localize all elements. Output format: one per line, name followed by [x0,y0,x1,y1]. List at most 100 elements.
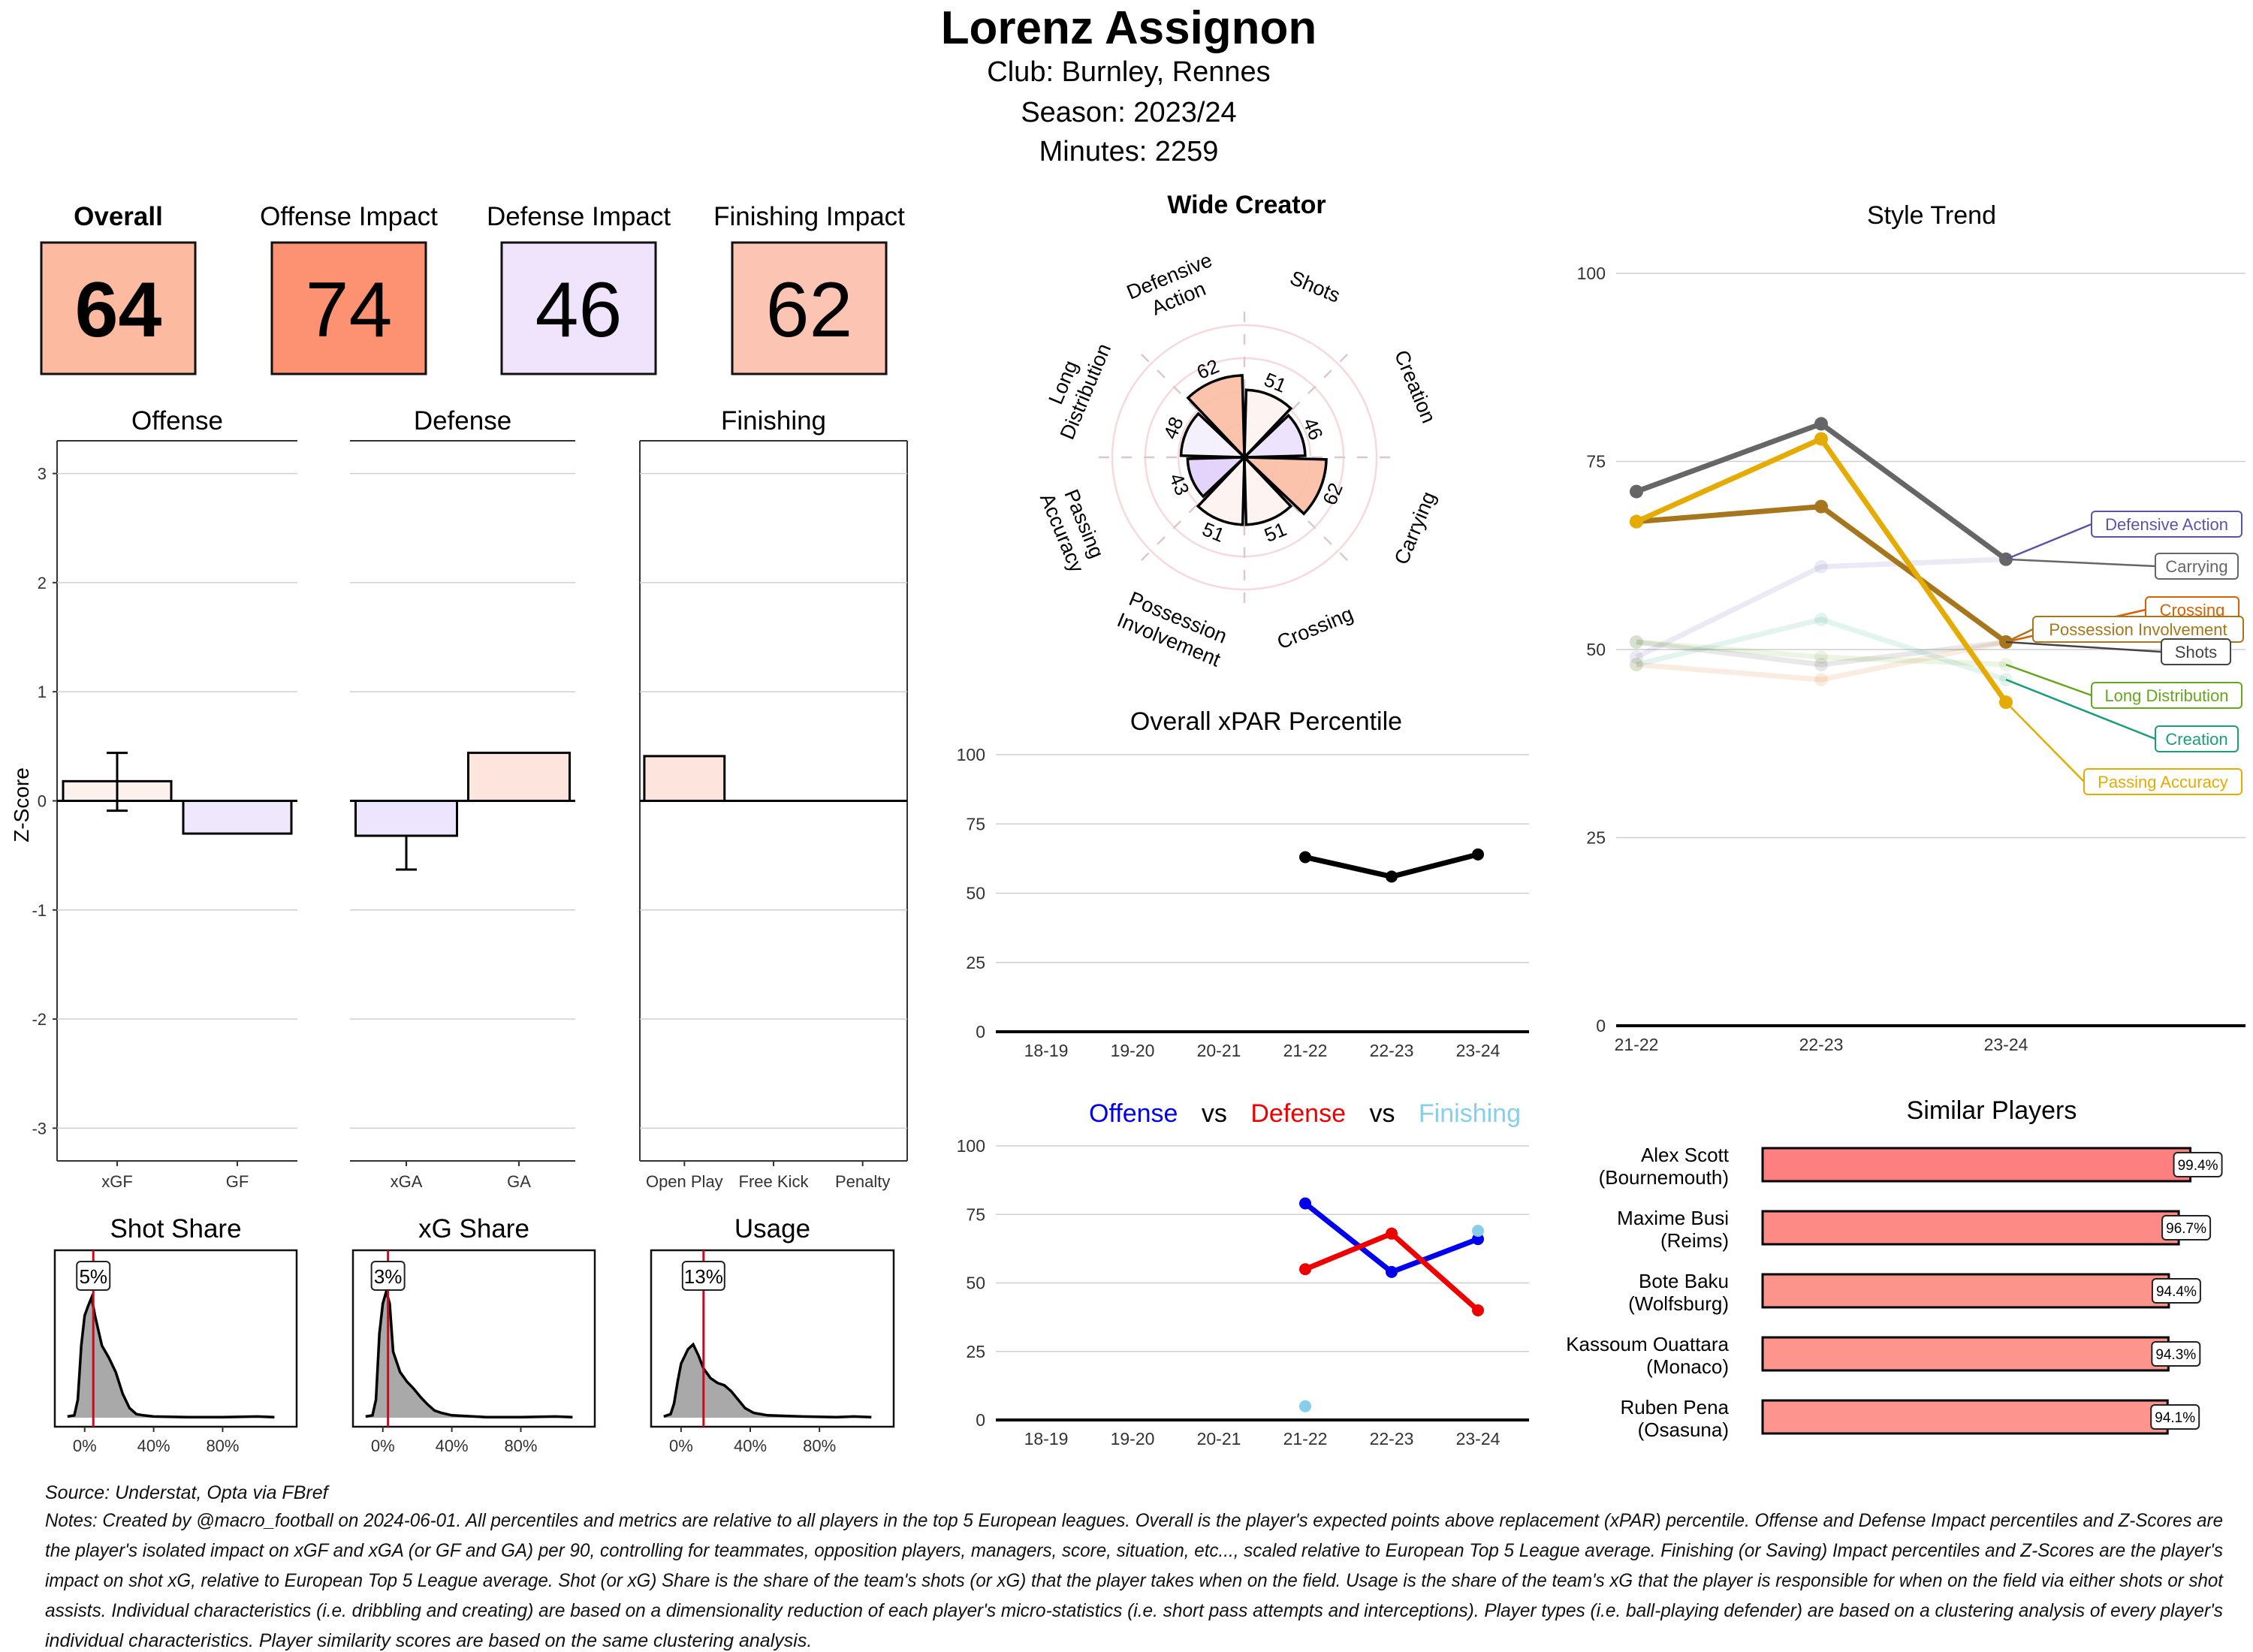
density-line [663,1342,872,1418]
zscore-chart: Z-Score 3 2 1 0 -1 -2 -3 Offense xGF GF Defense xGA… [10,406,908,1191]
x-tick-label: 20-21 [1197,1041,1241,1060]
radar-wedge-long-distribution [1179,411,1248,459]
radar-wedge-possession-involvement [1196,454,1246,526]
y-tick-label: 50 [966,1274,985,1293]
defense-point [1472,1304,1484,1316]
style-label-connector [2005,523,2092,560]
style-label-connector [2005,641,2162,653]
zscore-panel-title: Defense [414,406,511,436]
style-label-box [2091,511,2242,538]
radar-category-label: LongDistribution [1033,331,1115,443]
radar-title: Wide Creator [1167,191,1326,219]
zscore-bar-ga [467,752,571,802]
zscore-x-tick: GA [507,1172,531,1191]
xpar-chart: Overall xPAR Percentile 100 75 50 25 0 18-19 1… [957,707,1529,1060]
player-name: Maxime Busi [1617,1207,1729,1229]
style-line-defensive-action [1635,556,2007,660]
similarity-label-box [2150,1404,2200,1430]
x-tick-label: 21-22 [1283,1429,1328,1449]
style-label: Passing Accuracy [2098,773,2228,791]
distribution-title: Shot Share [110,1214,241,1244]
x-tick-label: 21-22 [1615,1035,1659,1054]
density-area [67,1298,275,1418]
distribution-x-tick: 0% [73,1436,97,1455]
minutes-line: Minutes: 2259 [1039,136,1219,167]
player-value-label: 3% [374,1265,403,1288]
ovd-title-vs-2: vs [1369,1099,1395,1128]
similarity-score: 94.1% [2155,1410,2195,1426]
impact-boxes: Overall 64 Offense Impact 74 Defense Impact 4… [40,202,905,375]
zscore-y-tick: 1 [38,683,47,701]
style-label: Defensive Action [2105,515,2228,534]
zscore-x-tick: xGF [101,1172,133,1191]
offense-defense-finishing-chart: Offense vs Defense vs Finishing 100 75 50 2… [957,1099,1529,1449]
radar-category-line: Creation [1390,347,1440,427]
similarity-score: 94.4% [2156,1284,2197,1300]
style-label: Carrying [2165,557,2227,576]
radar-wedge-defensive-action [1186,374,1246,461]
y-tick-label: 75 [966,1204,985,1224]
distribution-x-tick: 80% [206,1436,239,1455]
style-label: Possession Involvement [2049,620,2227,639]
similar-player-name: Bote Baku (Wolfsburg) [1628,1270,1729,1315]
defense-point [1386,1227,1398,1240]
x-tick-label: 20-21 [1197,1429,1241,1449]
y-tick-label: 75 [1586,452,1606,472]
notes-line: Notes: Created by @macro_football on 202… [45,1510,2223,1531]
x-tick-label: 19-20 [1111,1041,1155,1060]
similar-players-title: Similar Players [1907,1096,2077,1125]
source-text: Source: Understat, Opta via FBref [45,1482,330,1503]
header: Lorenz Assignon Club: Burnley, Rennes Se… [941,2,1317,167]
style-label-box [2083,768,2242,795]
style-label-connector [2005,701,2085,782]
radar-category-label: PossessionInvolvement [1114,586,1233,671]
radar-category-label: Creation [1390,347,1440,427]
impact-label: Overall [74,202,163,231]
density-area [365,1292,573,1418]
finishing-point [1472,1225,1484,1237]
y-tick-label: 75 [966,814,985,834]
style-point-passing-accuracy [1814,432,1828,446]
style-label: Creation [2165,730,2227,749]
impact-box [270,241,427,375]
impact-label: Finishing Impact [713,202,905,231]
y-tick-label: 0 [1596,1016,1606,1036]
impact-label: Offense Impact [260,202,438,231]
y-tick-label: 0 [976,1022,985,1042]
style-label-connector [2005,628,2034,644]
zscore-x-tick: Penalty [835,1172,890,1191]
style-label-connector [2005,663,2092,697]
zscore-y-tick: -2 [32,1010,47,1029]
style-line-long-distribution [1636,639,2007,668]
zscore-y-label: Z-Score [10,767,33,843]
y-tick-label: 0 [976,1410,985,1430]
x-tick-label: 21-22 [1283,1041,1328,1060]
player-club: (Bournemouth) [1599,1166,1729,1189]
distribution-x-tick: 40% [137,1436,170,1455]
style-label-connector [2005,678,2156,740]
radar-wedge-creation [1241,413,1307,459]
distribution-x-tick: 80% [504,1436,537,1455]
style-label-box [2161,638,2231,665]
radar-ring [1177,390,1312,525]
similarity-score: 99.4% [2178,1158,2218,1174]
zscore-x-tick: Free Kick [739,1172,810,1191]
similarity-score: 94.3% [2155,1347,2196,1363]
style-point-defensive-action [1814,559,1828,574]
x-tick-label: 18-19 [1024,1041,1069,1060]
distribution-x-tick: 0% [669,1436,693,1455]
radar-wedge-shots [1243,388,1293,461]
similarity-label-box [2173,1152,2223,1177]
similarity-label-box [2161,1215,2212,1241]
ovd-title-offense: Offense [1089,1099,1178,1128]
notes-line: assists. Individual characteristics (i.e… [45,1600,2223,1621]
zscore-y-tick: 2 [38,574,47,592]
style-point-carrying [1630,484,1643,499]
ovd-title-defense: Defense [1250,1099,1346,1128]
zscore-y-tick: 3 [38,465,47,484]
x-tick-label: 22-23 [1370,1429,1414,1449]
season-line: Season: 2023/24 [1021,97,1236,128]
radar-category-line: Carrying [1390,488,1440,568]
